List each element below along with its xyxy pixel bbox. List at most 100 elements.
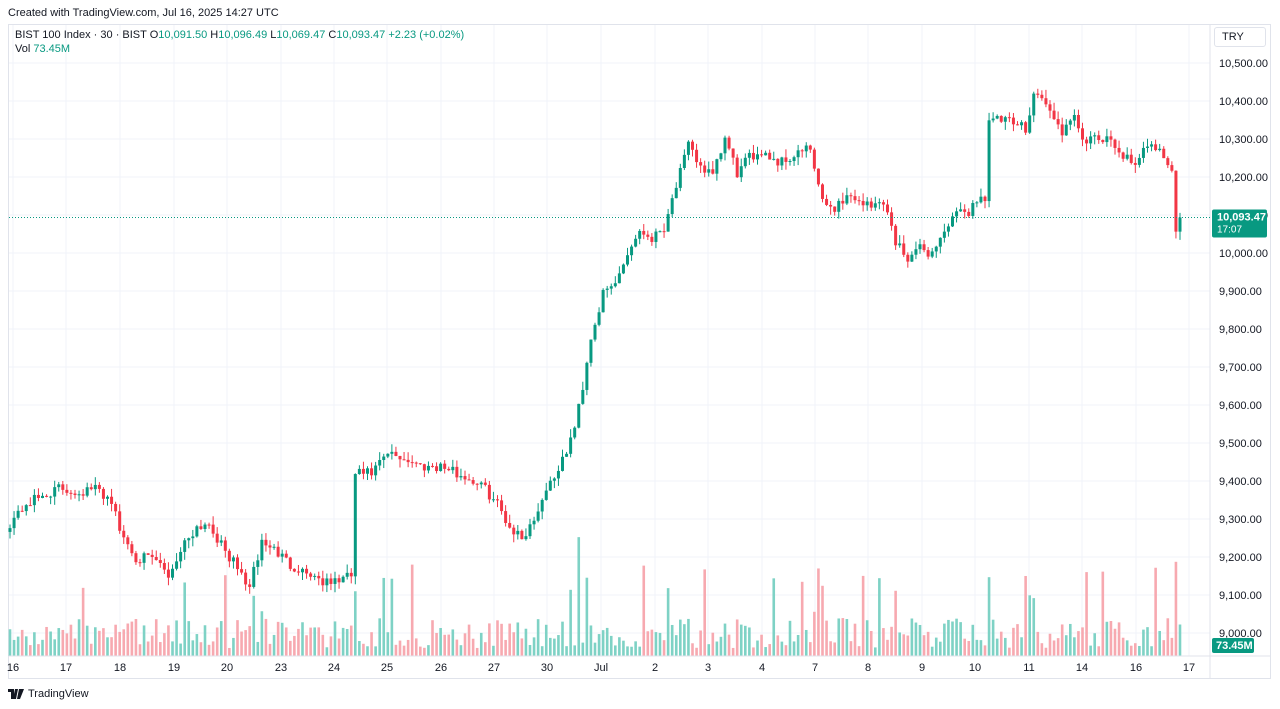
volume-bar — [49, 631, 52, 656]
volume-bar — [1166, 618, 1170, 656]
time-tick-label: 17 — [60, 662, 72, 674]
volume-bar — [577, 537, 581, 656]
candle-body — [215, 533, 219, 543]
volume-bar — [703, 569, 706, 656]
candle-body — [439, 463, 443, 472]
volume-bar — [69, 624, 73, 656]
volume-bar — [459, 645, 463, 656]
candle-body — [114, 503, 118, 512]
candle-body — [508, 522, 512, 528]
candle-body — [804, 145, 808, 152]
volume-bar — [492, 645, 495, 656]
volume-bar — [313, 627, 316, 656]
candle-body — [1068, 120, 1072, 125]
volume-bar — [195, 634, 199, 656]
candle-body — [837, 200, 841, 212]
candle-body — [341, 576, 345, 583]
candle-body — [691, 141, 694, 150]
candle-body — [374, 465, 378, 476]
candle-body — [240, 569, 244, 573]
time-tick-label: 19 — [168, 662, 180, 674]
candle-body — [236, 557, 239, 570]
volume-bar — [1060, 624, 1064, 656]
volume-bar — [1129, 645, 1133, 656]
volume-bar — [354, 591, 357, 656]
volume-bar — [666, 588, 670, 656]
candle-body — [1097, 135, 1101, 141]
candle-body — [540, 499, 544, 512]
volume-bar — [435, 632, 438, 656]
volume-bar — [130, 621, 134, 656]
candle-body — [833, 206, 837, 212]
candle-body — [1060, 124, 1064, 136]
volume-bar — [1158, 630, 1161, 656]
volume-bar — [967, 640, 971, 656]
candle-body — [431, 465, 434, 467]
candle-body — [613, 283, 617, 287]
volume-bar — [804, 629, 808, 656]
volume-bar — [276, 621, 280, 656]
volume-bar — [1040, 643, 1044, 656]
candle-body — [983, 196, 987, 202]
candle-body — [1166, 158, 1170, 166]
candle-body — [1178, 217, 1182, 232]
volume-bar — [1093, 633, 1096, 656]
volume-bar — [159, 642, 162, 656]
candle-body — [288, 557, 292, 569]
candle-body — [1125, 154, 1129, 159]
candle-body — [812, 149, 816, 169]
candle-body — [93, 484, 97, 490]
volume-bar — [939, 641, 942, 656]
candle-body — [593, 324, 597, 340]
time-tick-label: 23 — [275, 662, 287, 674]
volume-bar — [317, 627, 321, 656]
candle-body — [1150, 144, 1154, 147]
price-tick-label: 10,300.00 — [1219, 134, 1268, 146]
tradingview-logo[interactable]: TradingView — [8, 688, 89, 700]
candle-body — [861, 200, 865, 206]
candle-body — [760, 154, 764, 156]
candle-body — [85, 487, 89, 496]
volume-bar — [110, 637, 113, 656]
volume-bar — [260, 611, 264, 656]
candle-body — [934, 246, 938, 252]
currency-button[interactable]: TRY — [1214, 27, 1266, 47]
volume-bar — [382, 577, 386, 656]
volume-bar — [1064, 635, 1068, 656]
volume-bar — [12, 639, 16, 656]
candle-body — [764, 152, 768, 156]
candle-body — [455, 466, 459, 478]
volume-bar — [687, 618, 690, 656]
candle-body — [1064, 124, 1068, 136]
volume-bar — [1138, 645, 1141, 656]
volume-bar — [219, 621, 223, 656]
candle-body — [918, 244, 922, 250]
volume-bar — [211, 641, 215, 656]
volume-bar — [24, 636, 28, 656]
volume-bar — [268, 643, 272, 656]
candle-body — [483, 482, 487, 485]
volume-bar — [191, 640, 195, 656]
volume-bar — [995, 638, 999, 656]
candle-body — [869, 201, 873, 208]
candle-body — [53, 487, 57, 497]
candle-body — [756, 154, 759, 160]
candle-body — [1076, 114, 1080, 129]
candle-body — [1121, 152, 1125, 159]
volume-bar — [634, 641, 637, 656]
volume-bar — [126, 623, 130, 656]
candle-body — [995, 115, 999, 119]
volume-bar — [593, 642, 597, 656]
candle-body — [479, 482, 483, 485]
candle-body — [223, 540, 227, 551]
volume-bar — [691, 643, 694, 656]
volume-bar — [1178, 624, 1182, 656]
candle-body — [881, 202, 885, 205]
ohlc-legend: BIST 100 Index · 30 · BIST O10,091.50 H1… — [15, 29, 464, 41]
candle-body — [674, 187, 678, 199]
price-tick-label: 10,500.00 — [1219, 58, 1268, 70]
volume-bar — [662, 640, 666, 656]
candle-body — [325, 578, 329, 586]
candle-body — [16, 510, 20, 518]
